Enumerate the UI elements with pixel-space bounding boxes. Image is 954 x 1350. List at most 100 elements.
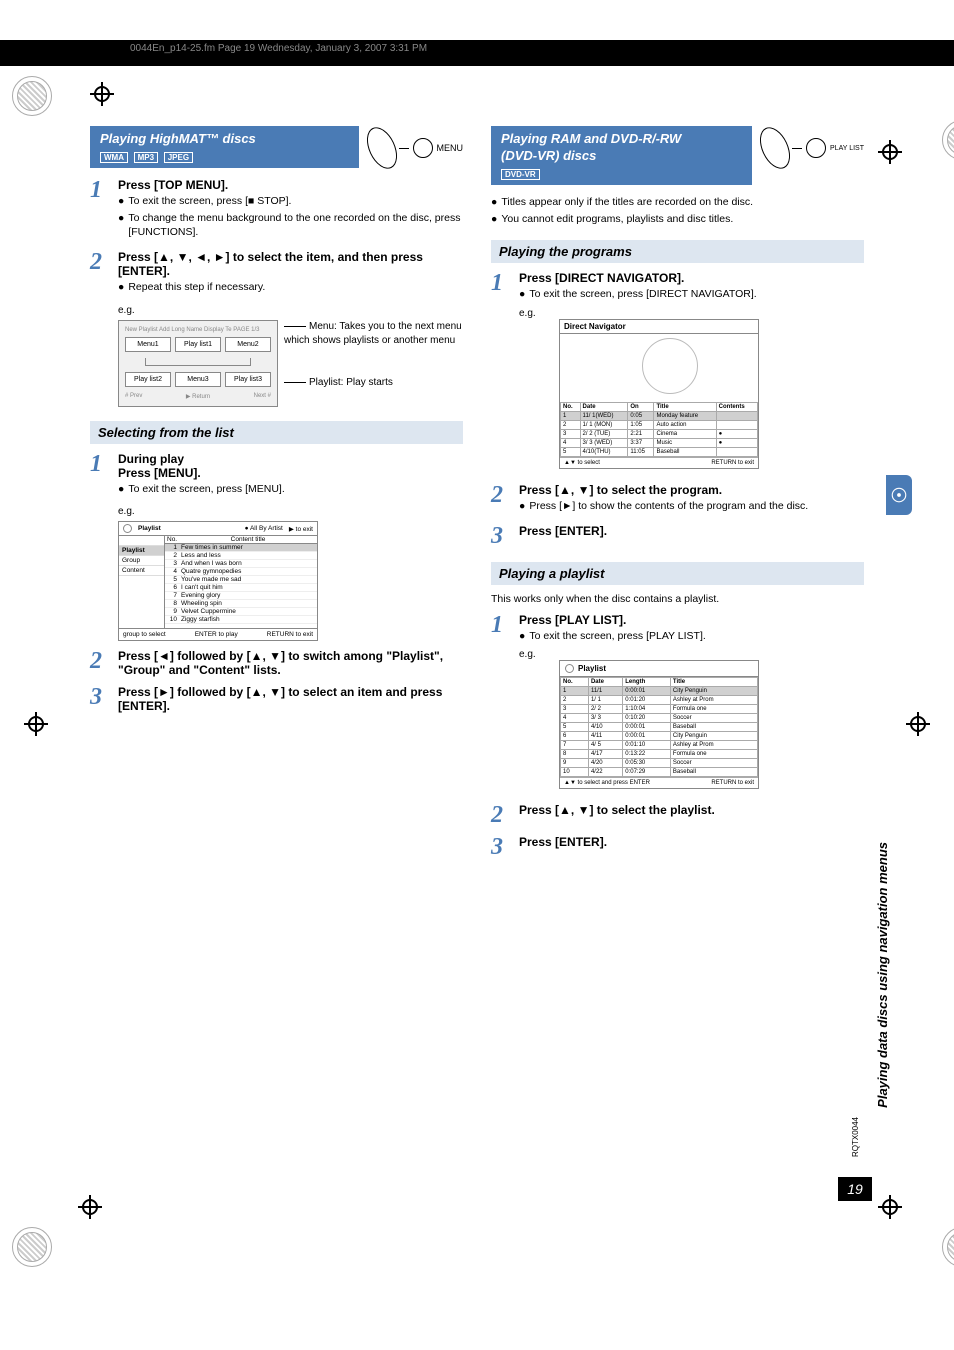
cell: Wheeling spin	[181, 600, 222, 607]
cell: 11/1	[588, 687, 622, 696]
header-strip-text: 0044En_p14-25.fm Page 19 Wednesday, Janu…	[130, 43, 427, 54]
remote-icon-playlist: PLAY LIST	[762, 126, 864, 170]
dn-ftr: RETURN to exit	[711, 460, 754, 466]
cell: Velvet Cuppermine	[181, 608, 236, 615]
step-number: 1	[90, 178, 108, 202]
cell: Less and less	[181, 552, 221, 559]
ftr: group to select	[123, 631, 166, 638]
plist-top-center: ● All By Artist	[245, 525, 283, 532]
cap-playlist-label: Playlist:	[309, 377, 343, 388]
step-number: 2	[491, 803, 509, 827]
cell: 5	[561, 448, 581, 457]
remote-label-menu: MENU	[437, 143, 464, 153]
direct-navigator-figure: Direct Navigator No. Date On Title Conte…	[559, 319, 759, 469]
right-sub-programs: Playing the programs	[491, 240, 864, 263]
cell: Auto action	[654, 421, 716, 430]
doc-code: RQTX0044	[851, 1117, 860, 1157]
col-header: Length	[623, 678, 671, 687]
cell: 4	[561, 439, 581, 448]
p-step2-head: Press [▲, ▼] to select the program.	[519, 483, 722, 497]
side-tab-disc-icon	[886, 475, 912, 515]
cell: 5	[561, 723, 589, 732]
right-sub-playlist: Playing a playlist	[491, 562, 864, 585]
cell	[716, 412, 757, 421]
pl-ftr: RETURN to exit	[711, 780, 754, 786]
cell: 10	[561, 768, 589, 777]
col-header: Date	[580, 403, 628, 412]
step-number: 3	[90, 685, 108, 709]
step-number: 1	[491, 613, 509, 637]
cell: Monday feature	[654, 412, 716, 421]
cell: Ashley at Prom	[670, 696, 757, 705]
cell: 0:05:30	[623, 759, 671, 768]
cell: 9	[167, 608, 177, 615]
left-pane-item: Playlist	[119, 546, 164, 556]
eg-label: e.g.	[519, 308, 864, 319]
cell: 2	[561, 696, 589, 705]
cell: 2	[167, 552, 177, 559]
cell: 6	[167, 584, 177, 591]
cell: 0:10:20	[623, 714, 671, 723]
highmat-menu-figure: New Playlist Add Long Name Display Te PA…	[118, 320, 463, 407]
col-header: Contents	[716, 403, 757, 412]
cell: 7	[167, 592, 177, 599]
left-pane-item: Content	[119, 566, 164, 576]
left-section-title-bar: Playing HighMAT™ discs WMA MP3 JPEG	[90, 126, 359, 168]
cell: 4/10	[588, 723, 622, 732]
cell: You've made me sad	[181, 576, 241, 583]
cell: 9	[561, 759, 589, 768]
step-number: 3	[491, 524, 509, 548]
header-black-bar: 0044En_p14-25.fm Page 19 Wednesday, Janu…	[0, 40, 954, 66]
pl-intro: This works only when the disc contains a…	[491, 593, 864, 605]
highmat-cell: Menu1	[125, 337, 171, 352]
remote-label-playlist: PLAY LIST	[830, 145, 864, 152]
cell: 5	[167, 576, 177, 583]
cell: Formula one	[670, 705, 757, 714]
cell: 1/ 1	[588, 696, 622, 705]
cell: 3	[561, 430, 581, 439]
cell: 2/ 2	[588, 705, 622, 714]
p-step1-b: To exit the screen, press [DIRECT NAVIGA…	[529, 287, 756, 302]
left-step1-head: Press [TOP MENU].	[118, 178, 228, 192]
right-intro-b1: Titles appear only if the titles are rec…	[501, 195, 753, 210]
p-step2-b: Press [►] to show the contents of the pr…	[529, 499, 808, 514]
cell: 0:13:22	[623, 750, 671, 759]
left-column: Playing HighMAT™ discs WMA MP3 JPEG MENU…	[90, 126, 463, 867]
cell: 4/11	[588, 732, 622, 741]
cell: 0:00:01	[623, 723, 671, 732]
pl-step3: Press [ENTER].	[519, 835, 607, 849]
eg-label: e.g.	[118, 506, 463, 517]
cell: 0:01:10	[623, 741, 671, 750]
step-number: 3	[491, 835, 509, 859]
left-step1-b2: To change the menu background to the one…	[128, 211, 463, 240]
cell: Few times in summer	[181, 544, 243, 551]
cell: 2	[561, 421, 581, 430]
cell: 1	[561, 412, 581, 421]
left-step2-b1: Repeat this step if necessary.	[128, 280, 265, 295]
right-title-l2: (DVD-VR) discs	[501, 148, 742, 163]
step-number: 2	[491, 483, 509, 507]
cell: 0:00:01	[623, 732, 671, 741]
col-header: Title	[654, 403, 716, 412]
step-number: 2	[90, 250, 108, 274]
cell: Ziggy starfish	[181, 616, 220, 623]
col-header: Content title	[181, 536, 315, 543]
cell: Soccer	[670, 714, 757, 723]
list-step1-during: During play	[118, 452, 184, 466]
cell: 4/17	[588, 750, 622, 759]
cell: 11/ 1(WED)	[580, 412, 628, 421]
cell: 6	[561, 732, 589, 741]
cell: 4	[167, 568, 177, 575]
playlist-figure: Playlist No. Date Length Title 111/10:00…	[559, 660, 759, 789]
highmat-topline: New Playlist Add Long Name Display Te PA…	[125, 327, 271, 333]
list-step2: Press [◄] followed by [▲, ▼] to switch a…	[118, 649, 443, 677]
pl-step1-head: Press [PLAY LIST].	[519, 613, 626, 627]
left-subheader-selecting: Selecting from the list	[90, 421, 463, 444]
cell: Baseball	[670, 723, 757, 732]
eg-label: e.g.	[519, 649, 864, 660]
format-badge-dvdvr: DVD-VR	[501, 169, 540, 180]
cell: Baseball	[670, 768, 757, 777]
right-column: Playing RAM and DVD-R/-RW (DVD-VR) discs…	[491, 126, 864, 867]
step-number: 1	[491, 271, 509, 295]
cell: Ashley at Prom	[670, 741, 757, 750]
